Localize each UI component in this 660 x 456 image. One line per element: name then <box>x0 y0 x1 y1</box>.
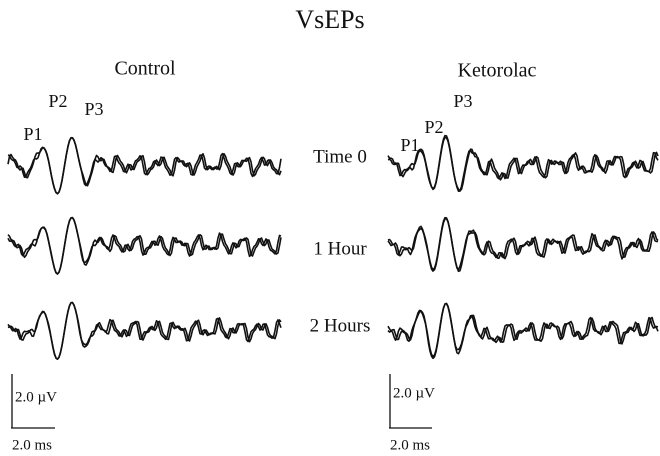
waveform <box>387 302 659 360</box>
peak-label: P2 <box>48 91 67 111</box>
waveform <box>7 301 282 360</box>
peak-label: P2 <box>424 117 443 137</box>
waveform <box>7 216 282 275</box>
row-label: 2 Hours <box>310 315 371 336</box>
row-label: Time 0 <box>313 146 367 167</box>
row-label: 1 Hour <box>313 238 367 259</box>
waveform <box>387 217 659 272</box>
panel-title: Control <box>114 58 176 80</box>
waveform <box>7 137 282 195</box>
figure-title: VsEPs <box>295 5 364 34</box>
waveform <box>387 134 659 192</box>
peak-label: P3 <box>84 99 103 119</box>
waveform <box>387 216 659 273</box>
peak-label: P1 <box>400 135 419 155</box>
peak-label: P3 <box>453 91 472 111</box>
scale-label: 2.0 µV <box>393 385 435 401</box>
waveform <box>7 301 282 360</box>
scale-label: 2.0 µV <box>15 389 57 405</box>
scale-label: 2.0 ms <box>390 437 430 453</box>
panel-title: Ketorolac <box>458 60 537 82</box>
peak-label: P1 <box>23 124 42 144</box>
waveform <box>387 136 659 192</box>
scale-label: 2.0 ms <box>12 437 52 453</box>
